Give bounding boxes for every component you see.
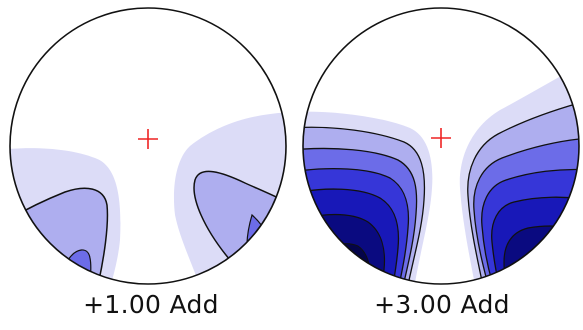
lens-outline-left [9,7,287,285]
lens-outline-right [302,7,580,285]
lens-map-left [9,7,287,285]
lens-map-right [302,7,580,285]
caption-left: +1.00 Add [83,290,219,319]
contour-left-mid-left [10,187,109,284]
crosshair-right [431,128,451,148]
crosshair-left [138,129,158,149]
caption-right: +3.00 Add [374,290,510,319]
